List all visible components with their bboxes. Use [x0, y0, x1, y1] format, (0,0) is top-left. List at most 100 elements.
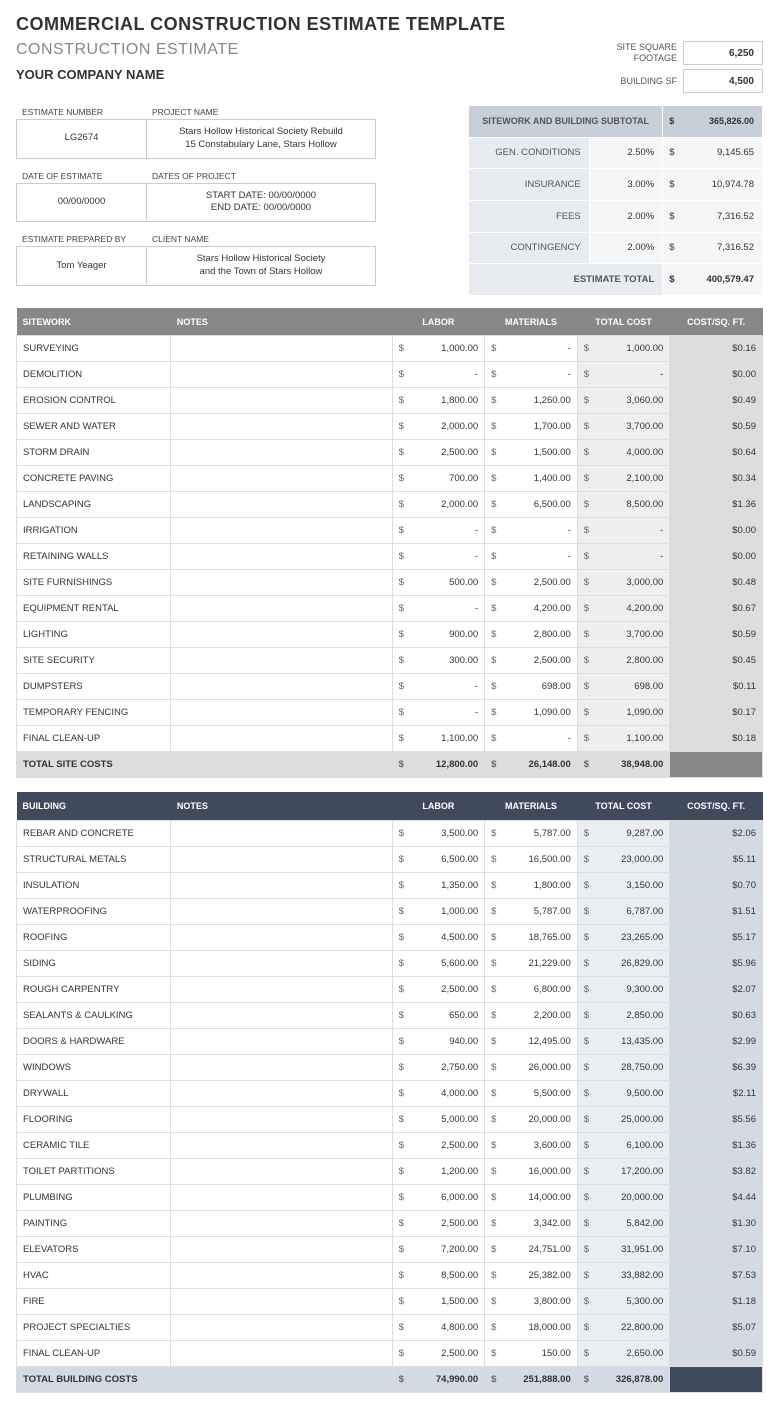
cell: [171, 518, 392, 544]
cell: -: [485, 362, 578, 388]
cell: [171, 414, 392, 440]
cell: $0.11: [670, 674, 763, 700]
cell: 26,829.00: [577, 950, 670, 976]
company-name: YOUR COMPANY NAME: [16, 67, 239, 82]
cell: -: [577, 518, 670, 544]
cell: FINAL CLEAN-UP: [17, 726, 171, 752]
cell: 1,100.00: [577, 726, 670, 752]
cell: ELEVATORS: [17, 1236, 171, 1262]
cell: 6,787.00: [577, 898, 670, 924]
col-header: TOTAL COST: [577, 308, 670, 336]
cell: 16,000.00: [485, 1158, 578, 1184]
cell: $0.49: [670, 388, 763, 414]
sitework-total-cost: 38,948.00: [577, 752, 670, 778]
cell: 4,200.00: [485, 596, 578, 622]
cell: $1.36: [670, 1132, 763, 1158]
table-row: STORM DRAIN2,500.001,500.004,000.00$0.64: [17, 440, 763, 466]
prepared-label: ESTIMATE PREPARED BY: [16, 232, 146, 246]
cell: [171, 1236, 392, 1262]
cell: 8,500.00: [577, 492, 670, 518]
cell: 24,751.00: [485, 1236, 578, 1262]
col-header: COST/SQ. FT.: [670, 792, 763, 820]
cell: DOORS & HARDWARE: [17, 1028, 171, 1054]
cell: 2,500.00: [392, 440, 485, 466]
sitework-total-label: TOTAL SITE COSTS: [17, 752, 393, 778]
cell: 12,495.00: [485, 1028, 578, 1054]
col-header: LABOR: [392, 792, 485, 820]
subtotal-row-pct: 2.00%: [589, 232, 663, 264]
cell: 4,200.00: [577, 596, 670, 622]
cell: [171, 898, 392, 924]
subtotal-row-amt: 7,316.52: [663, 232, 763, 264]
cell: [171, 1054, 392, 1080]
table-row: SITE SECURITY300.002,500.002,800.00$0.45: [17, 648, 763, 674]
cell: [171, 1106, 392, 1132]
table-row: INSULATION1,350.001,800.003,150.00$0.70: [17, 872, 763, 898]
cell: DEMOLITION: [17, 362, 171, 388]
cell: $7.10: [670, 1236, 763, 1262]
building-total-blank: [670, 1366, 763, 1392]
cell: -: [485, 336, 578, 362]
cell: -: [485, 544, 578, 570]
subtotal-row-amt: 10,974.78: [663, 169, 763, 201]
cell: 1,090.00: [485, 700, 578, 726]
cell: PLUMBING: [17, 1184, 171, 1210]
cell: [171, 674, 392, 700]
cell: 25,000.00: [577, 1106, 670, 1132]
client-name: Stars Hollow Historical Society and the …: [147, 247, 375, 285]
col-header: LABOR: [392, 308, 485, 336]
cell: SURVEYING: [17, 336, 171, 362]
cell: -: [392, 596, 485, 622]
cell: 4,000.00: [577, 440, 670, 466]
col-header: SITEWORK: [17, 308, 171, 336]
cell: 16,500.00: [485, 846, 578, 872]
cell: $4.44: [670, 1184, 763, 1210]
table-row: LANDSCAPING2,000.006,500.008,500.00$1.36: [17, 492, 763, 518]
cell: 3,600.00: [485, 1132, 578, 1158]
cell: 3,700.00: [577, 622, 670, 648]
cell: 1,700.00: [485, 414, 578, 440]
cell: 23,265.00: [577, 924, 670, 950]
cell: 2,500.00: [392, 1340, 485, 1366]
cell: [171, 440, 392, 466]
cell: -: [577, 362, 670, 388]
table-row: LIGHTING900.002,800.003,700.00$0.59: [17, 622, 763, 648]
cell: $0.59: [670, 1340, 763, 1366]
cell: 940.00: [392, 1028, 485, 1054]
info-dates: DATE OF ESTIMATE DATES OF PROJECT 00/00/…: [16, 169, 376, 223]
cell: 1,350.00: [392, 872, 485, 898]
cell: $1.36: [670, 492, 763, 518]
table-row: PLUMBING6,000.0014,000.0020,000.00$4.44: [17, 1184, 763, 1210]
building-sf-value: 4,500: [683, 69, 763, 93]
table-row: ROUGH CARPENTRY2,500.006,800.009,300.00$…: [17, 976, 763, 1002]
cell: $2.06: [670, 820, 763, 846]
cell: 1,000.00: [577, 336, 670, 362]
col-header: COST/SQ. FT.: [670, 308, 763, 336]
table-row: SEALANTS & CAULKING650.002,200.002,850.0…: [17, 1002, 763, 1028]
cell: SITE FURNISHINGS: [17, 570, 171, 596]
date-estimate: 00/00/0000: [17, 184, 147, 222]
cell: 900.00: [392, 622, 485, 648]
sitework-total-materials: 26,148.00: [485, 752, 578, 778]
cell: [171, 1080, 392, 1106]
table-row: SITE FURNISHINGS500.002,500.003,000.00$0…: [17, 570, 763, 596]
cell: [171, 1002, 392, 1028]
cell: SEWER AND WATER: [17, 414, 171, 440]
dates-project-label: DATES OF PROJECT: [146, 169, 376, 183]
cell: 6,800.00: [485, 976, 578, 1002]
cell: -: [392, 362, 485, 388]
cell: WINDOWS: [17, 1054, 171, 1080]
cell: 2,800.00: [485, 622, 578, 648]
subtotal-row-label: CONTINGENCY: [469, 232, 590, 264]
cell: 1,090.00: [577, 700, 670, 726]
cell: [171, 924, 392, 950]
cell: 31,951.00: [577, 1236, 670, 1262]
cell: EROSION CONTROL: [17, 388, 171, 414]
cell: EQUIPMENT RENTAL: [17, 596, 171, 622]
cell: LANDSCAPING: [17, 492, 171, 518]
cell: ROUGH CARPENTRY: [17, 976, 171, 1002]
cell: 6,500.00: [485, 492, 578, 518]
cell: [171, 362, 392, 388]
cell: [171, 570, 392, 596]
cell: 26,000.00: [485, 1054, 578, 1080]
